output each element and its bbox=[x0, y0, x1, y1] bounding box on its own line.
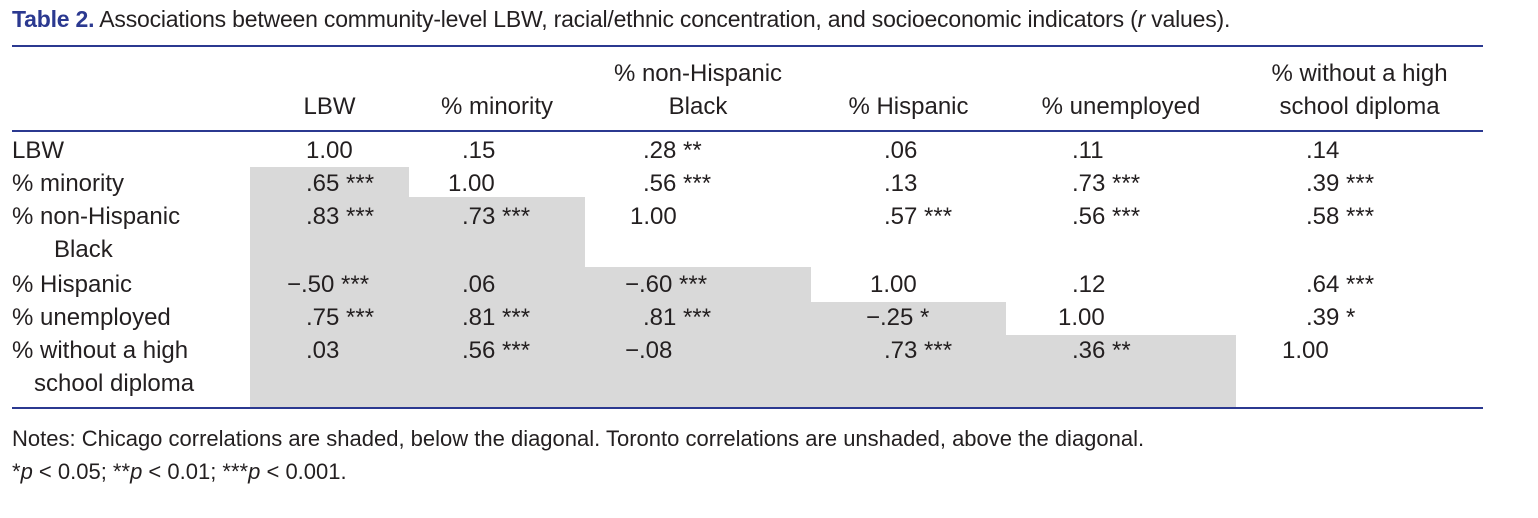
table-cell: 1.00 bbox=[870, 271, 917, 298]
caption-text: Associations between community-level LBW… bbox=[99, 6, 1138, 32]
table-notes: Notes: Chicago correlations are shaded, … bbox=[12, 422, 1144, 488]
table-cell: .14 bbox=[1306, 137, 1340, 164]
table-cell: .11 bbox=[1072, 137, 1104, 164]
column-header-unemployed: % unemployed bbox=[1041, 93, 1201, 120]
table-cell: .81 *** bbox=[462, 304, 531, 331]
table-cell: .13 bbox=[884, 170, 918, 197]
column-header-lbw: LBW bbox=[303, 93, 356, 120]
column-header-hispanic: % Hispanic bbox=[848, 93, 969, 120]
table-cell: 1.00 bbox=[1058, 304, 1105, 331]
table-cell: .28 ** bbox=[643, 137, 702, 164]
table-cell: −.60 *** bbox=[625, 271, 708, 298]
table-cell: .81 *** bbox=[643, 304, 712, 331]
table-cell: .56 *** bbox=[462, 337, 531, 364]
table-cell: −.25 * bbox=[866, 304, 930, 331]
table-cell: 1.00 bbox=[630, 203, 677, 230]
column-header-without-diploma: % without a high school diploma bbox=[1271, 60, 1448, 120]
header-rule bbox=[12, 130, 1483, 132]
row-label-without-diploma: % without a high school diploma bbox=[12, 337, 195, 397]
bottom-rule bbox=[12, 407, 1483, 409]
column-header-non-hispanic-black: % non-Hispanic Black bbox=[613, 60, 783, 120]
table-cell: .36 ** bbox=[1072, 337, 1131, 364]
table-cell: .83 *** bbox=[306, 203, 375, 230]
column-header-minority: % minority bbox=[440, 93, 554, 120]
shade-col-black bbox=[585, 267, 811, 407]
row-label-unemployed: % unemployed bbox=[12, 304, 171, 331]
table-cell: .06 bbox=[884, 137, 918, 164]
table-cell: .06 bbox=[462, 271, 496, 298]
table-cell: .03 bbox=[306, 337, 340, 364]
table-cell: −.08 bbox=[625, 337, 673, 364]
table-cell: .39 * bbox=[1306, 304, 1356, 331]
shade-col-lbw bbox=[250, 167, 409, 407]
row-label-lbw: LBW bbox=[12, 137, 65, 164]
table-cell: .56 *** bbox=[643, 170, 712, 197]
table-cell: .58 *** bbox=[1306, 203, 1375, 230]
table-caption: Table 2. Associations between community-… bbox=[12, 4, 1512, 34]
table-cell: 1.00 bbox=[306, 137, 353, 164]
row-label-non-hispanic-black: % non-Hispanic Black bbox=[12, 203, 181, 263]
row-label-minority: % minority bbox=[12, 170, 125, 197]
table-cell: .39 *** bbox=[1306, 170, 1375, 197]
shade-col-minority bbox=[409, 197, 585, 407]
table-cell: .56 *** bbox=[1072, 203, 1141, 230]
table-cell: .15 bbox=[462, 137, 496, 164]
table-cell: 1.00 bbox=[1282, 337, 1329, 364]
table-cell: .73 *** bbox=[1072, 170, 1141, 197]
shade-col-hispanic bbox=[811, 302, 1006, 407]
notes-line-2: *p < 0.05; **p < 0.01; ***p < 0.001. bbox=[12, 459, 347, 484]
table-cell: .65 *** bbox=[306, 170, 375, 197]
notes-line-1: Notes: Chicago correlations are shaded, … bbox=[12, 426, 1145, 451]
caption-text-end: values). bbox=[1145, 6, 1231, 32]
table-cell: .64 *** bbox=[1306, 271, 1375, 298]
caption-italic-r: r bbox=[1137, 6, 1146, 32]
table-label: Table 2. bbox=[12, 6, 95, 32]
table-cell: .73 *** bbox=[884, 337, 953, 364]
table-cell: .12 bbox=[1072, 271, 1106, 298]
shade-col-unemployed bbox=[1006, 335, 1236, 407]
table-cell: .73 *** bbox=[462, 203, 531, 230]
row-label-hispanic: % Hispanic bbox=[12, 271, 133, 298]
table-cell: .57 *** bbox=[884, 203, 953, 230]
table-cell: 1.00 bbox=[448, 170, 495, 197]
top-rule bbox=[12, 45, 1483, 47]
table-cell: .75 *** bbox=[306, 304, 375, 331]
table-cell: −.50 *** bbox=[287, 271, 370, 298]
